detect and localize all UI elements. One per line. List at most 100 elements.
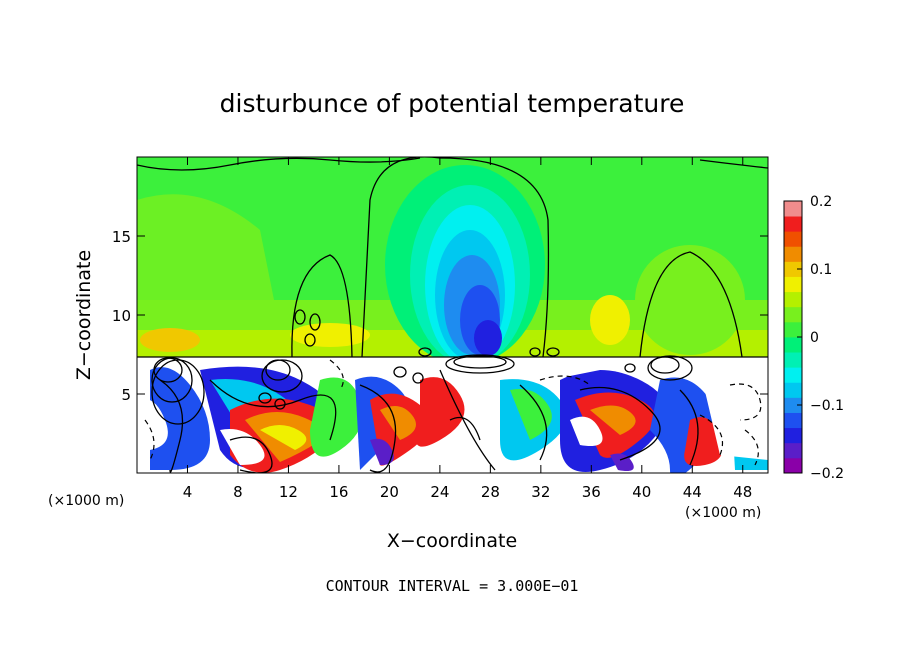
plot-area (137, 157, 768, 473)
dashed-contour-3 (329, 359, 344, 391)
small-contour-10 (274, 398, 286, 410)
cluster-contour-9 (647, 355, 693, 381)
colorbar-swatch (784, 337, 802, 353)
plume-core (474, 320, 502, 356)
small-contour-7 (393, 366, 407, 378)
x-axis-unit-right: (×1000 m) (685, 505, 761, 521)
lower-contour-6 (579, 386, 661, 461)
colorbar-swatch (784, 457, 802, 474)
green-patch-1 (310, 377, 363, 457)
dashed-contour-5 (144, 419, 155, 461)
colorbar-swatch (784, 412, 802, 429)
colorbar-tick-label: 0 (810, 330, 819, 346)
lower-contour-9 (449, 416, 481, 441)
cluster-contour-6 (453, 355, 507, 369)
field-lower-patches (140, 358, 768, 473)
x-tick-label: 8 (233, 483, 243, 501)
x-axis: 4 8 12 16 20 24 28 32 36 40 44 48 (183, 157, 752, 501)
y-tick-label: 10 (112, 307, 131, 325)
blue-patch-1 (150, 367, 210, 470)
upper-left-yellow (140, 328, 200, 352)
dashed-contour-4 (699, 414, 724, 456)
white-patch-4 (570, 416, 603, 446)
orange-patch-3 (590, 405, 636, 435)
cluster-contour-7 (445, 354, 515, 374)
y-axis-label: Z−coordinate (73, 250, 95, 380)
colorbar-swatch (784, 397, 802, 413)
purple-patch-1 (370, 438, 394, 465)
colorbar-swatch (784, 276, 802, 293)
x-tick-label: 20 (380, 483, 399, 501)
zero-contour-top (137, 157, 421, 171)
white-patch-1 (140, 399, 168, 450)
y-tick-label: 15 (112, 228, 131, 246)
x-tick-label: 24 (430, 483, 449, 501)
x-tick-label: 12 (279, 483, 298, 501)
upper-left-dome (137, 194, 280, 330)
colorbar-tick-label: −0.1 (810, 398, 844, 414)
lower-contour-7 (679, 389, 699, 466)
yellow-patch-1 (260, 425, 307, 450)
colorbar-swatch (784, 382, 802, 398)
lower-contour-4 (439, 369, 496, 471)
colorbar-swatch (784, 306, 802, 323)
white-patch-2 (700, 366, 768, 460)
colorbar-swatch (784, 216, 802, 232)
green-patch-2 (510, 389, 552, 440)
small-contour-3 (304, 333, 316, 347)
lower-contour-2 (209, 379, 337, 441)
lower-contour-5 (519, 384, 548, 461)
contour-interval-note: CONTOUR INTERVAL = 3.000E−01 (326, 577, 579, 595)
cluster-contour-5 (261, 359, 303, 393)
x-tick-label: 40 (632, 483, 651, 501)
y-tick-label: 5 (121, 386, 131, 404)
contour-lines (137, 157, 768, 473)
zero-contour-top-right (699, 159, 768, 169)
cluster-contour-2 (151, 357, 193, 403)
colorbar-swatch (784, 261, 802, 277)
colorbar-swatch (784, 352, 802, 368)
x-tick-label: 36 (582, 483, 601, 501)
zero-contour-left-dome (291, 254, 353, 358)
colorbar-swatch (784, 246, 802, 262)
colorbar-swatch (784, 231, 802, 247)
x-tick-label: 28 (481, 483, 500, 501)
small-contour-1 (294, 309, 306, 325)
colorbar-swatch (784, 427, 802, 444)
small-contour-9 (258, 392, 272, 404)
x-axis-unit-left: (×1000 m) (48, 493, 124, 509)
orange-patch-2 (380, 406, 416, 440)
colorbar-swatch (784, 201, 802, 217)
x-tick-label: 48 (733, 483, 752, 501)
dashed-contour-6 (744, 429, 759, 466)
colorbar-swatch (784, 367, 802, 383)
small-contour-5 (529, 347, 541, 357)
chart-title: disturbunce of potential temperature (220, 89, 685, 118)
lower-contour-3 (359, 384, 397, 473)
colorbar: 0.2 0.1 0 −0.1 −0.2 (783, 194, 844, 482)
lower-contour-1 (159, 379, 184, 473)
small-contour-2 (309, 313, 321, 331)
small-contour-11 (624, 363, 636, 373)
x-tick-label: 44 (683, 483, 702, 501)
colorbar-tick-label: −0.2 (810, 466, 844, 482)
dashed-contour-2 (539, 375, 591, 386)
x-axis-label: X−coordinate (387, 530, 517, 552)
zero-contour-right-dome (639, 251, 743, 358)
y-axis: 5 10 15 (112, 228, 768, 404)
cluster-contour-3 (151, 359, 205, 425)
colorbar-swatch (784, 442, 802, 459)
small-contour-8 (412, 372, 424, 384)
white-patch-5 (350, 358, 400, 375)
x-tick-label: 32 (531, 483, 550, 501)
small-contour-6 (546, 347, 560, 357)
negative-contour-lines (144, 359, 762, 466)
upper-right-yellow (590, 295, 630, 345)
white-patch-6 (545, 358, 600, 378)
cluster-contour-8 (650, 356, 680, 374)
colorbar-tick-label: 0.2 (810, 194, 832, 210)
colorbar-swatch (784, 321, 802, 338)
small-contour-4 (418, 347, 432, 357)
dashed-contour-1 (729, 383, 762, 421)
